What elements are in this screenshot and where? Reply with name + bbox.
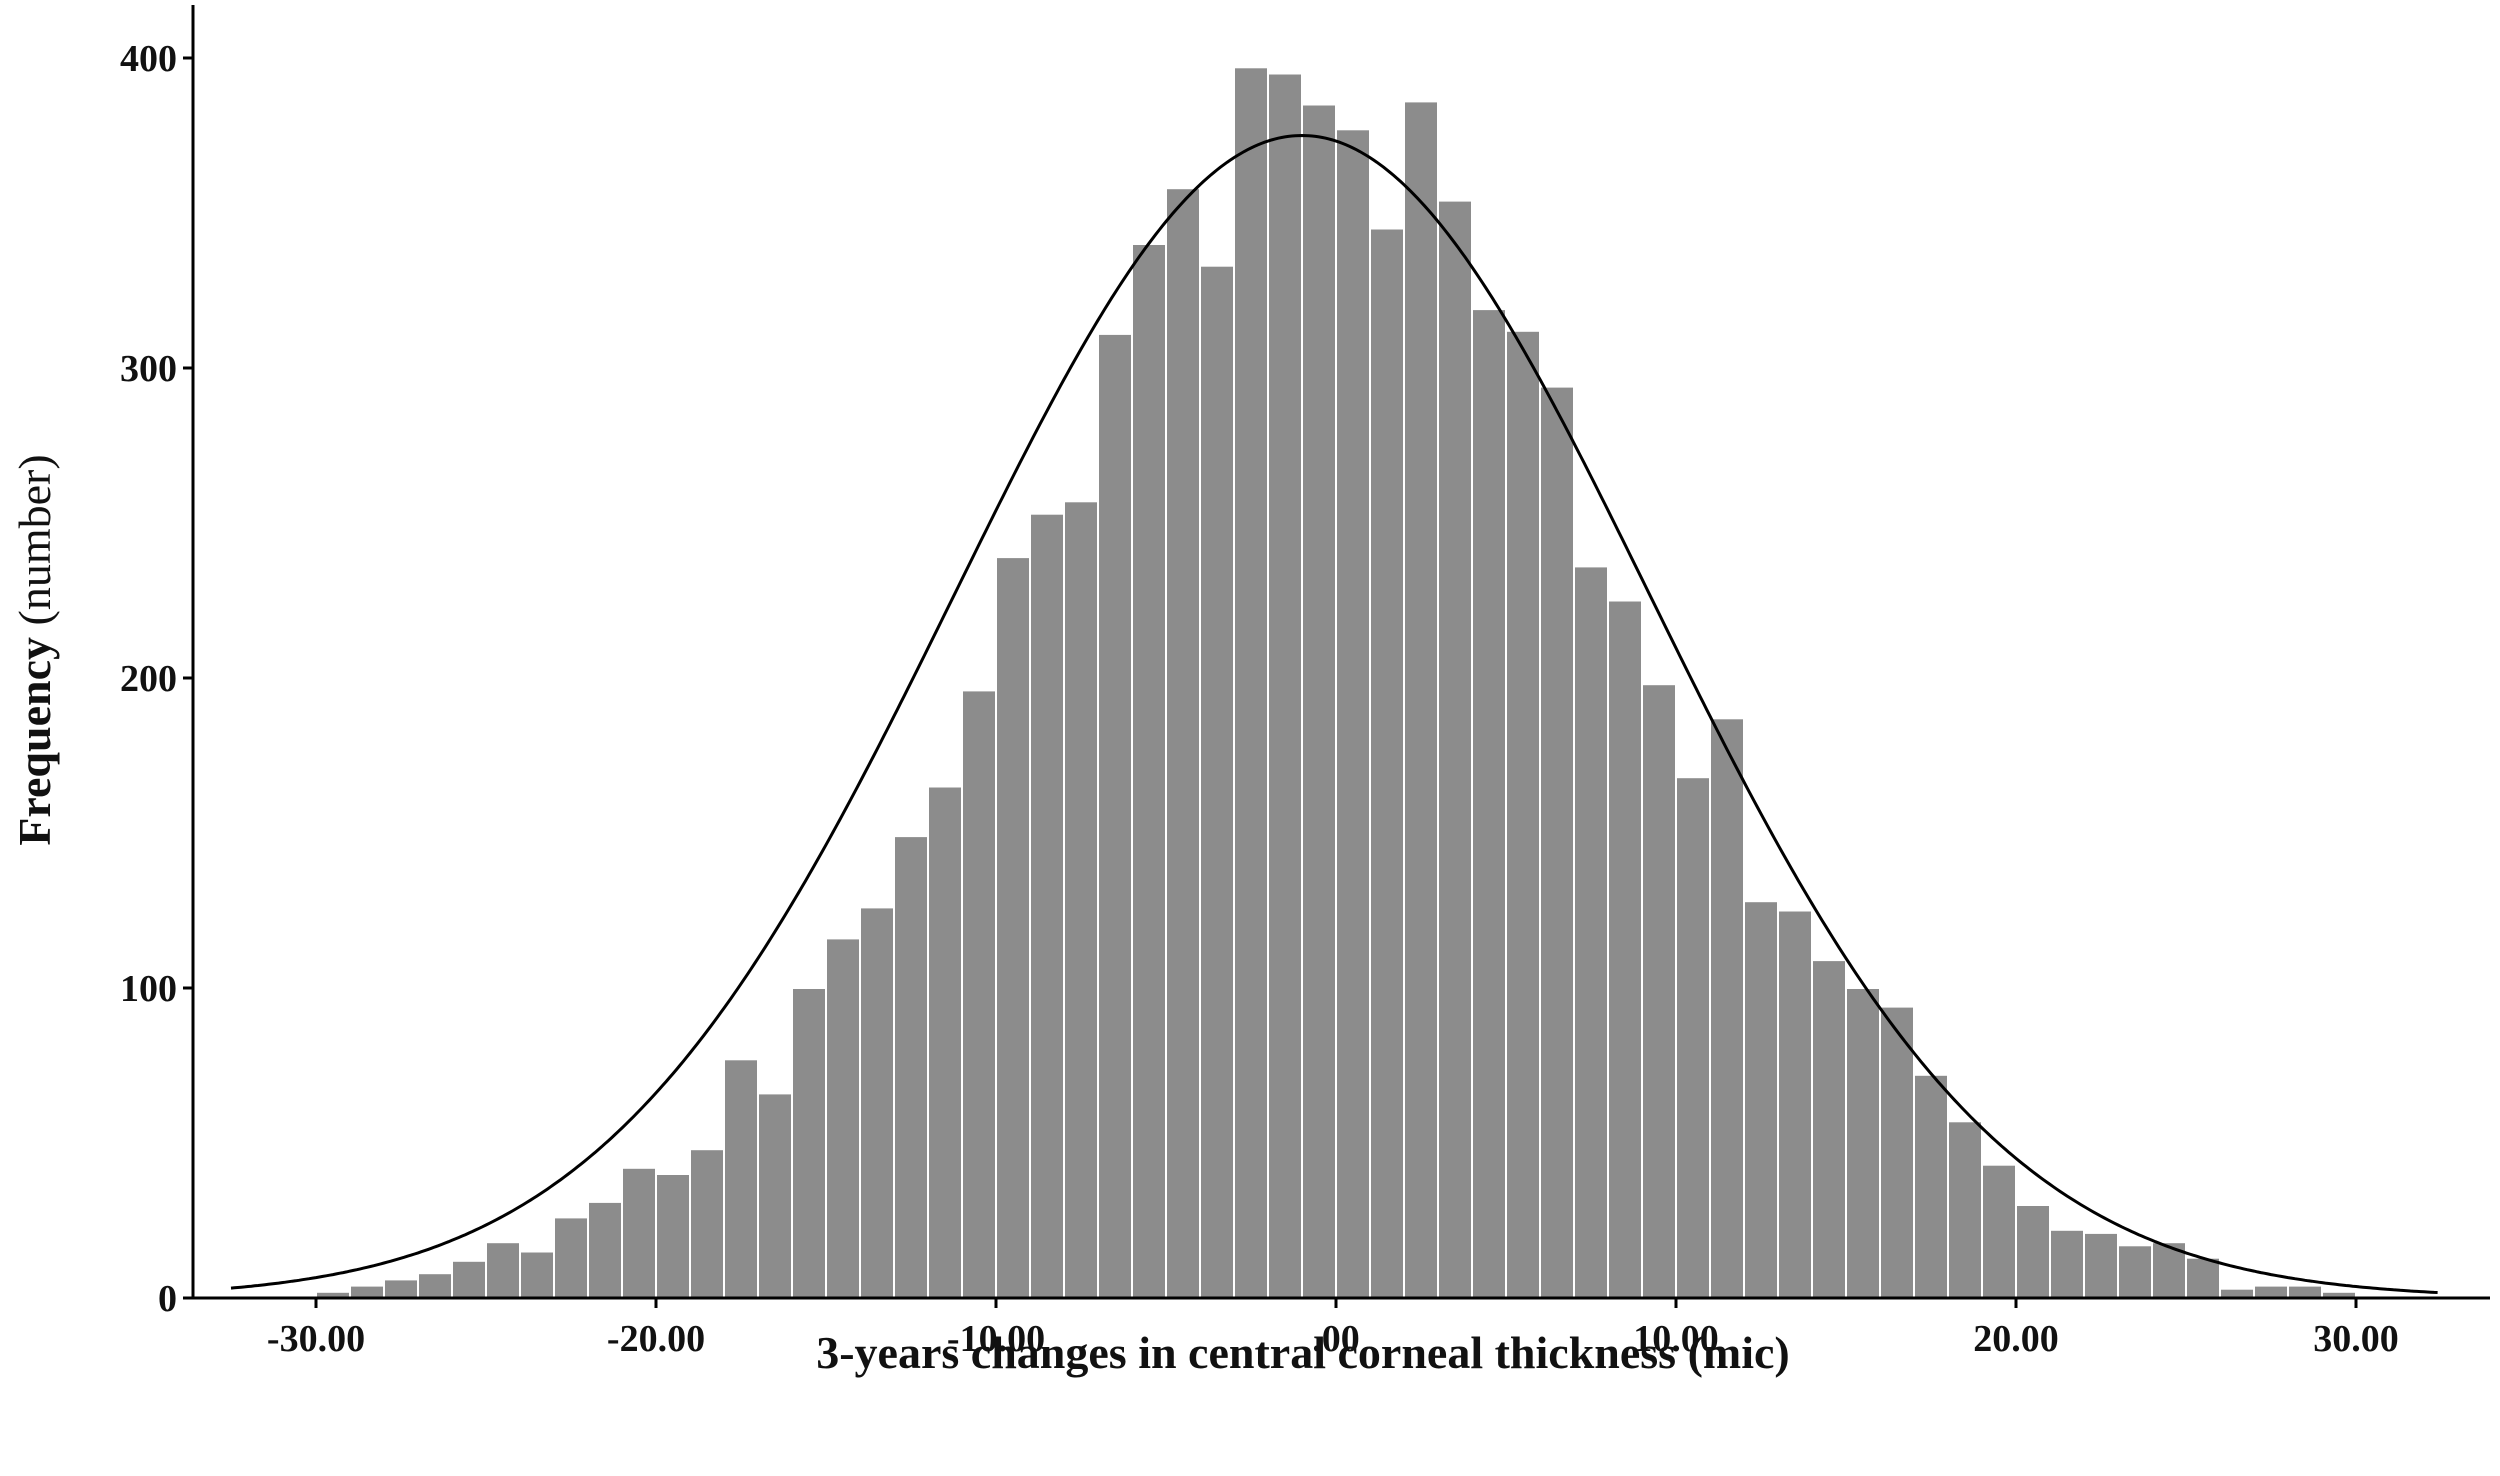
histogram-bar	[2117, 1244, 2153, 1300]
histogram-bar	[1267, 72, 1303, 1299]
x-tick-label: 20.00	[1973, 1318, 2059, 1360]
x-axis-ticks: -30.00 -20.00 -10.00 .00 10.00 20.00 30.00	[267, 1298, 2399, 1360]
histogram-bar	[1437, 199, 1473, 1300]
histogram-bar	[757, 1092, 793, 1300]
histogram-bar	[791, 987, 827, 1299]
histogram-bar	[1607, 599, 1643, 1299]
histogram-bar	[1573, 565, 1609, 1299]
histogram-bar	[1845, 987, 1881, 1299]
normal-curve	[230, 133, 2438, 1294]
histogram-bar	[1199, 264, 1235, 1300]
y-axis-title-bold: Frequency	[9, 637, 60, 846]
histogram-bar	[1063, 500, 1099, 1299]
x-tick-label: -20.00	[607, 1318, 705, 1360]
histogram-bar	[1471, 308, 1507, 1300]
histogram-bar	[893, 835, 929, 1299]
y-tick-label: 100	[120, 968, 177, 1010]
histogram-bar	[451, 1259, 487, 1300]
histogram-bar	[689, 1148, 725, 1299]
histogram-bar	[1301, 103, 1337, 1299]
histogram-bar	[1029, 512, 1065, 1299]
histogram-bar	[485, 1241, 521, 1299]
histogram-bar	[1913, 1073, 1949, 1300]
histogram-bar	[2049, 1228, 2085, 1300]
y-axis-ticks: 0 100 200 300 400	[120, 38, 193, 1320]
histogram-bar	[1097, 332, 1133, 1299]
x-tick-label: 10.00	[1633, 1318, 1719, 1360]
histogram-bar	[859, 906, 895, 1300]
histogram-bar	[621, 1166, 657, 1300]
y-tick-label: 400	[120, 38, 177, 80]
histogram-bar	[1879, 1005, 1915, 1299]
x-axis-title: 3-years changes in central corneal thick…	[816, 1327, 1790, 1378]
y-tick-label: 0	[158, 1278, 177, 1320]
histogram-bar	[587, 1200, 623, 1300]
histogram-bar	[553, 1216, 589, 1300]
histogram-bar	[2015, 1204, 2051, 1299]
histogram-bar	[1947, 1120, 1983, 1300]
histogram-bar	[1709, 717, 1745, 1299]
histogram-bar	[383, 1278, 419, 1300]
histogram-bar	[349, 1284, 385, 1299]
histogram-bar	[2287, 1284, 2323, 1299]
histogram-bar	[825, 937, 861, 1300]
x-tick-label: .00	[1312, 1318, 1360, 1360]
histogram-bar	[1675, 776, 1711, 1299]
y-axis-title-rest: (number)	[9, 454, 60, 637]
histogram-bar	[1981, 1163, 2017, 1299]
histogram-bar	[519, 1250, 555, 1299]
histogram-bar	[2083, 1231, 2119, 1300]
histogram-bar	[1233, 66, 1269, 1299]
histogram-bar	[1369, 227, 1405, 1299]
histogram-bar	[1335, 128, 1371, 1299]
histogram-bar	[1403, 100, 1439, 1299]
histogram-bar	[1505, 329, 1541, 1299]
x-tick-label: -10.00	[947, 1318, 1045, 1360]
x-tick-label: 30.00	[2313, 1318, 2399, 1360]
histogram-bar	[961, 689, 997, 1299]
y-axis-title: Frequency (number)	[9, 454, 60, 845]
histogram-bar	[1165, 187, 1201, 1300]
histogram-bar	[1641, 683, 1677, 1299]
histogram-bar	[1811, 959, 1847, 1299]
y-tick-label: 300	[120, 348, 177, 390]
histogram-bar	[1539, 385, 1575, 1300]
x-tick-label: -30.00	[267, 1318, 365, 1360]
y-tick-label: 200	[120, 658, 177, 700]
histogram-bar	[1743, 900, 1779, 1299]
histogram-bar	[723, 1058, 759, 1300]
histogram-bar	[1777, 909, 1813, 1299]
histogram-bar	[927, 785, 963, 1299]
histogram-bar	[2185, 1256, 2221, 1299]
histogram-bars	[315, 66, 2357, 1300]
histogram-bar	[2253, 1284, 2289, 1299]
histogram-bar	[995, 556, 1031, 1299]
histogram-bar	[655, 1173, 691, 1299]
histogram-bar	[417, 1272, 453, 1299]
histogram-bar	[1131, 243, 1167, 1299]
